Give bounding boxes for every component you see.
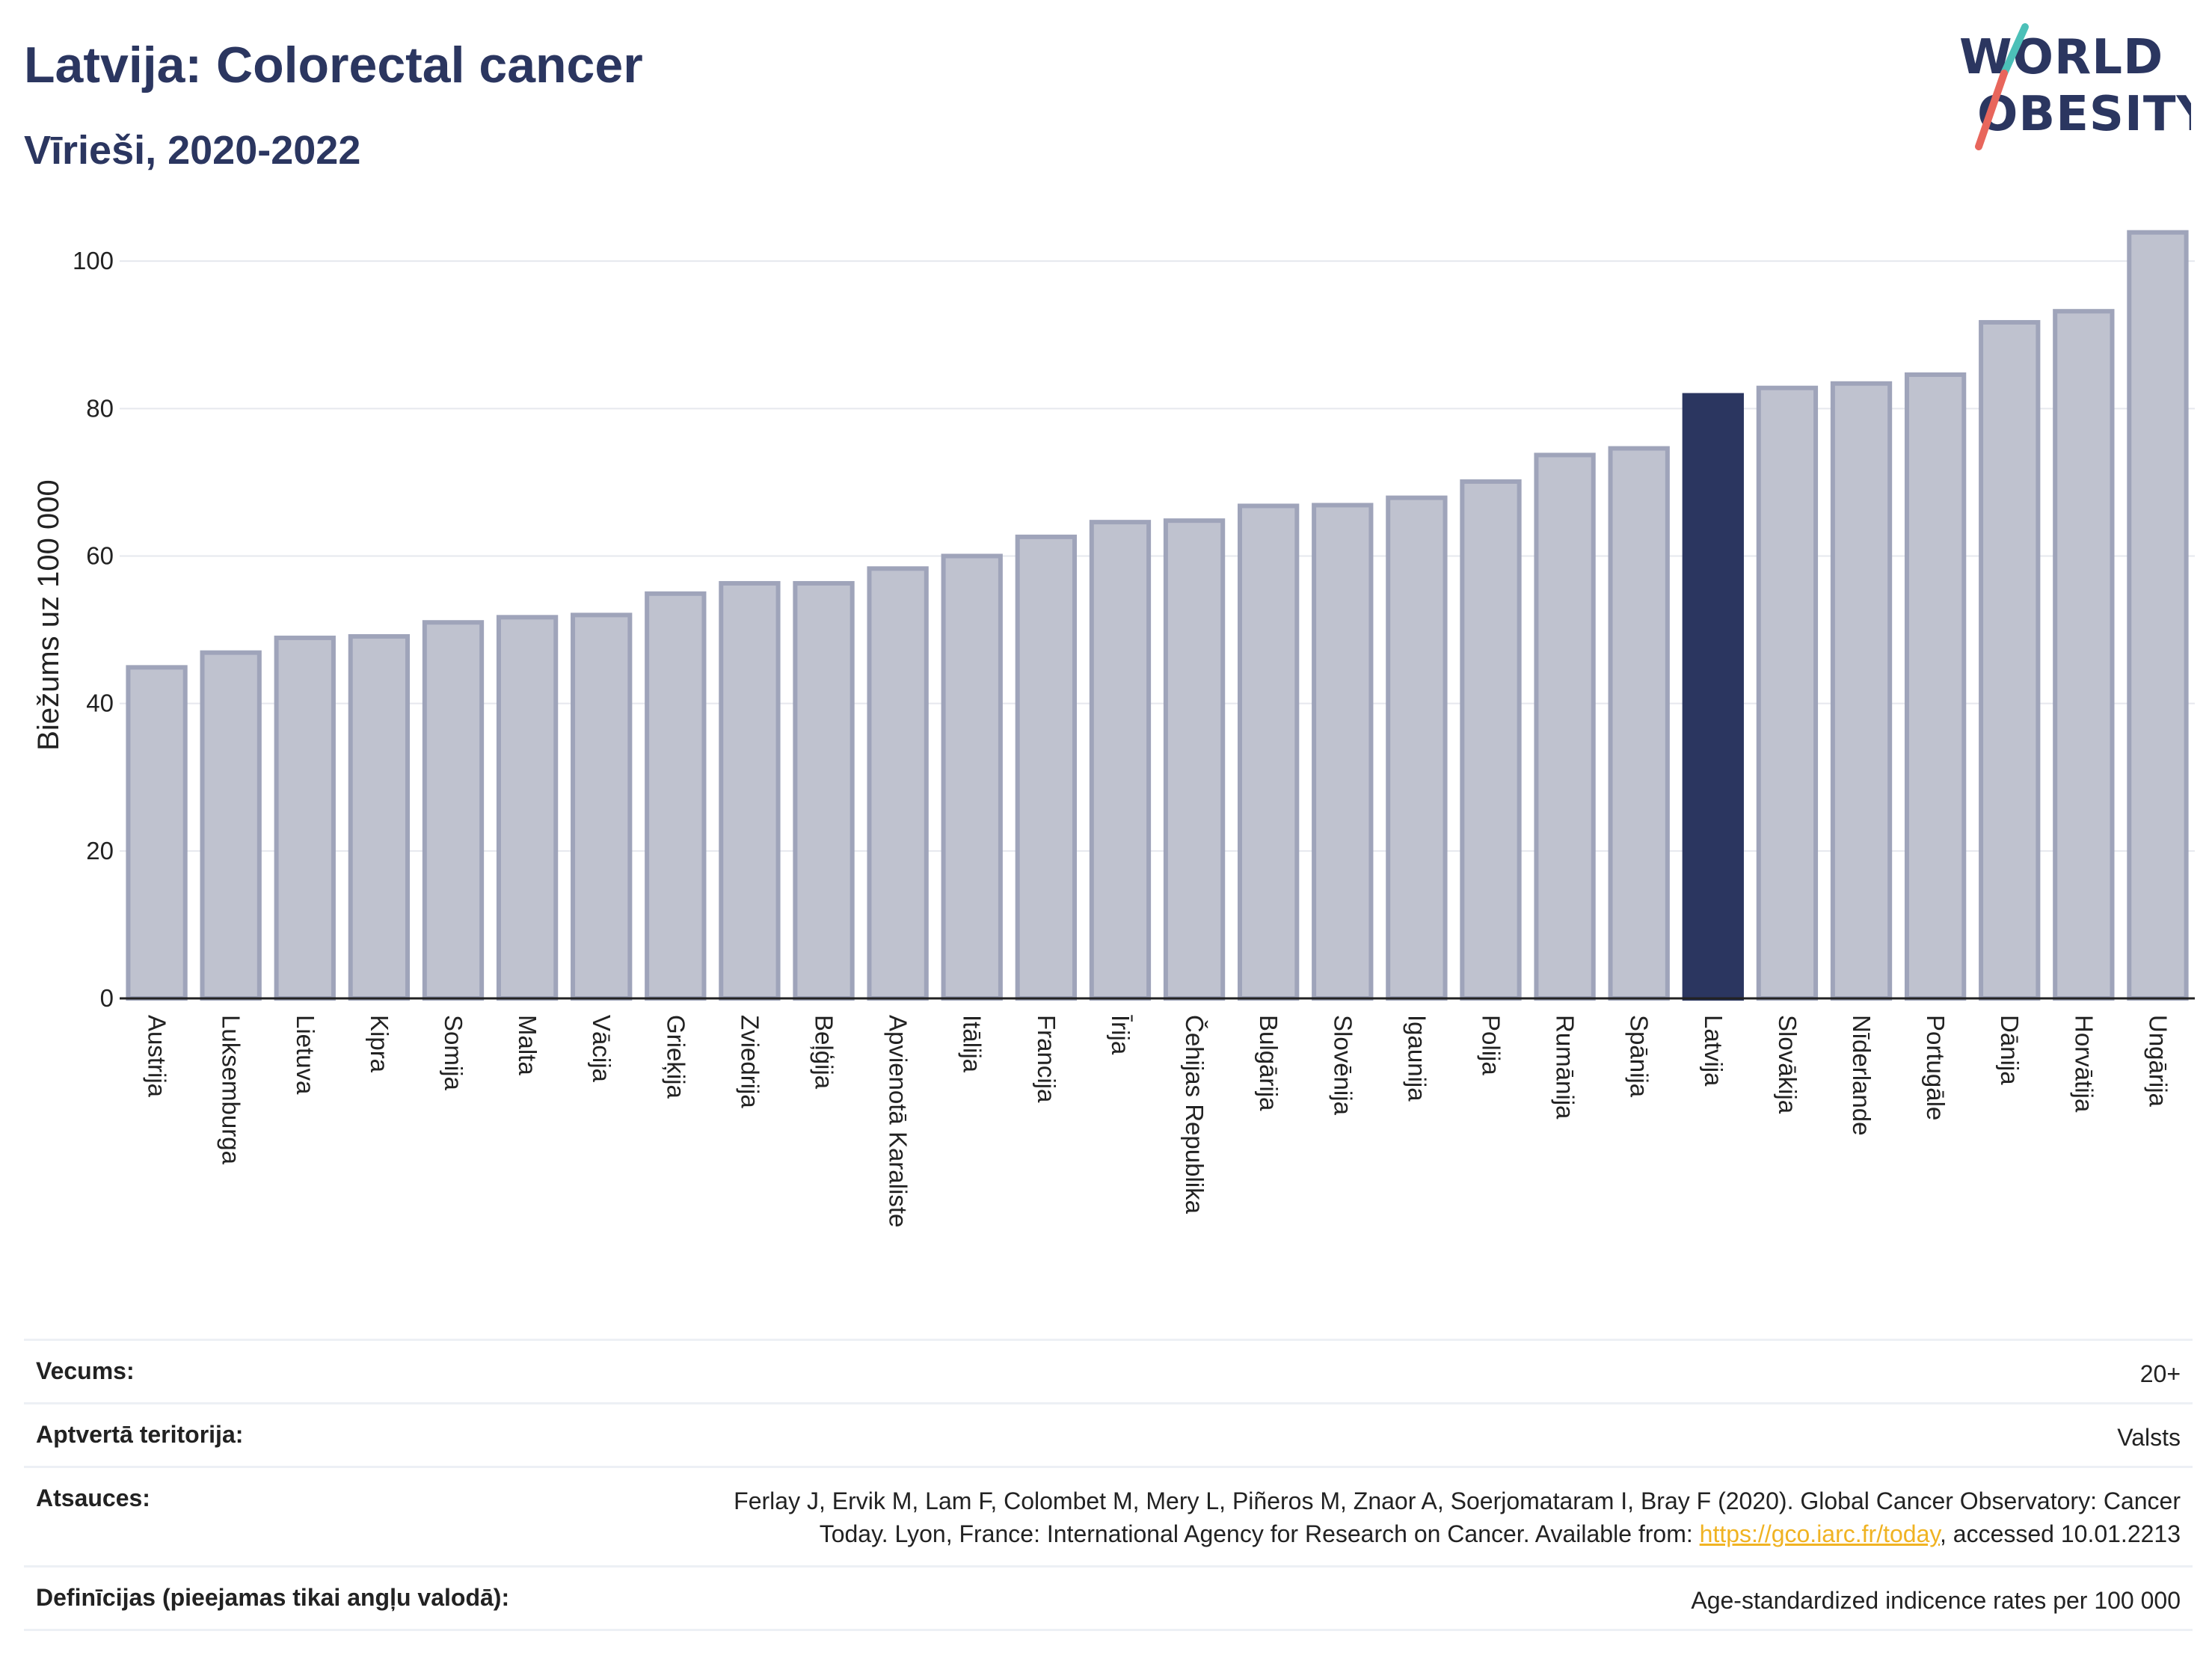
bar (1534, 452, 1596, 1001)
bar (1312, 503, 1374, 1001)
bar (1904, 372, 1967, 1001)
bar (867, 566, 929, 1001)
page-subtitle: Vīrieši, 2020-2022 (24, 128, 361, 173)
info-row-age: Vecums: 20+ (24, 1339, 2193, 1402)
x-tick-label: Rumānija (1552, 1015, 1579, 1120)
bar (2127, 230, 2189, 1001)
y-tick-label: 20 (86, 837, 114, 865)
bar (2053, 309, 2115, 1001)
bar-chart: 0 20 40 60 80 100 Biežums uz 100 000 Austrija Lu… (32, 230, 2195, 1227)
bar (126, 665, 188, 1001)
x-tick-label: Grieķija (662, 1015, 689, 1099)
bar (1608, 446, 1670, 1001)
x-tick-label: Dānija (1996, 1015, 2024, 1085)
logo-line2: OBESITY (1977, 87, 2191, 142)
x-tick-label: Vācija (588, 1015, 615, 1083)
x-tick-label: Itālija (959, 1015, 986, 1073)
x-tick-label: Ungārija (2144, 1015, 2172, 1108)
bar-highlight (1682, 393, 1744, 1001)
definitions-value: Age-standardized indicence rates per 100… (1691, 1587, 2181, 1614)
y-axis-label: Biežums uz 100 000 (32, 479, 65, 750)
x-tick-label: Igaunija (1403, 1015, 1431, 1102)
bar (1015, 534, 1077, 1001)
x-tick-label: Latvija (1700, 1015, 1727, 1087)
bar (274, 635, 336, 1001)
x-tick-label: Nīderlande (1848, 1015, 1875, 1135)
world-obesity-logo: WORLD OBESITY (1959, 23, 2191, 150)
references-label: Atsauces: (36, 1484, 150, 1511)
info-table-bottom-border (24, 1629, 2193, 1631)
x-tick-label: Slovēnija (1329, 1015, 1357, 1116)
info-row-territory: Aptvertā teritorija: Valsts (24, 1402, 2193, 1466)
references-link[interactable]: https://gco.iarc.fr/today (1699, 1520, 1940, 1547)
info-table: Vecums: 20+ Aptvertā teritorija: Valsts … (24, 1339, 2193, 1631)
references-text-2: Today. Lyon, France: International Agenc… (819, 1520, 1700, 1547)
page-title: Latvija: Colorectal cancer (24, 37, 643, 93)
bar (719, 580, 781, 1001)
y-tick-label: 80 (86, 394, 114, 422)
bar (1163, 518, 1226, 1001)
references-text-1: Ferlay J, Ervik M, Lam F, Colombet M, Me… (734, 1487, 2181, 1514)
x-tick-label: Polija (1477, 1015, 1505, 1075)
x-tick-label: Horvātija (2070, 1015, 2098, 1113)
x-tick-label: Spānija (1626, 1015, 1653, 1098)
age-value: 20+ (2139, 1360, 2181, 1387)
references-value: Ferlay J, Ervik M, Lam F, Colombet M, Me… (734, 1484, 2181, 1565)
y-tick-label: 40 (86, 690, 114, 717)
x-tick-label: Somija (440, 1015, 467, 1091)
bar (1979, 319, 2041, 1001)
x-tick-label: Slovākija (1774, 1015, 1801, 1114)
bar (645, 591, 707, 1001)
x-tick-label: Francija (1033, 1015, 1060, 1103)
bar (348, 633, 411, 1001)
x-tick-label: Īrija (1107, 1015, 1134, 1055)
x-tick-label: Beļģija (811, 1015, 838, 1090)
x-tick-label: Kipra (366, 1015, 393, 1073)
x-tick-label: Luksemburga (218, 1015, 245, 1165)
bar (422, 620, 485, 1001)
y-tick-label: 100 (73, 247, 114, 274)
x-tick-label: Čehijas Republika (1181, 1015, 1208, 1215)
logo-line1: WORLD (1959, 30, 2163, 85)
x-tick-label: Lietuva (292, 1015, 319, 1095)
definitions-label: Definīcijas (pieejamas tikai angļu valod… (36, 1584, 510, 1611)
y-tick-label: 60 (86, 541, 114, 569)
logo-slash-top (2000, 23, 2029, 77)
x-tick-label: Zviedrija (736, 1015, 764, 1108)
bar (1830, 381, 1893, 1001)
references-text-3: , accessed 10.01.2213 (1939, 1520, 2181, 1547)
y-tick-label: 0 (100, 984, 114, 1012)
x-tick-label: Portugāle (1922, 1015, 1950, 1120)
age-label: Vecums: (36, 1357, 135, 1384)
bar (571, 612, 633, 1001)
bar (200, 650, 262, 1001)
bar (1756, 385, 1819, 1001)
logo-slash-bottom (1975, 70, 2008, 150)
bar (1460, 479, 1522, 1001)
territory-value: Valsts (2117, 1424, 2181, 1451)
bar (793, 580, 855, 1001)
info-row-definitions: Definīcijas (pieejamas tikai angļu valod… (24, 1565, 2193, 1629)
x-tick-label: Malta (514, 1015, 541, 1075)
bar (1238, 503, 1300, 1001)
bar (941, 553, 1003, 1001)
bar (496, 615, 559, 1001)
territory-label: Aptvertā teritorija: (36, 1421, 244, 1448)
bar (1386, 495, 1448, 1001)
x-tick-label: Apvienotā Karaliste (885, 1015, 912, 1227)
info-row-references: Atsauces: Ferlay J, Ervik M, Lam F, Colo… (24, 1466, 2193, 1565)
x-tick-label: Austrija (144, 1015, 171, 1098)
x-tick-label: Bulgārija (1255, 1015, 1282, 1111)
bar (1089, 520, 1152, 1001)
